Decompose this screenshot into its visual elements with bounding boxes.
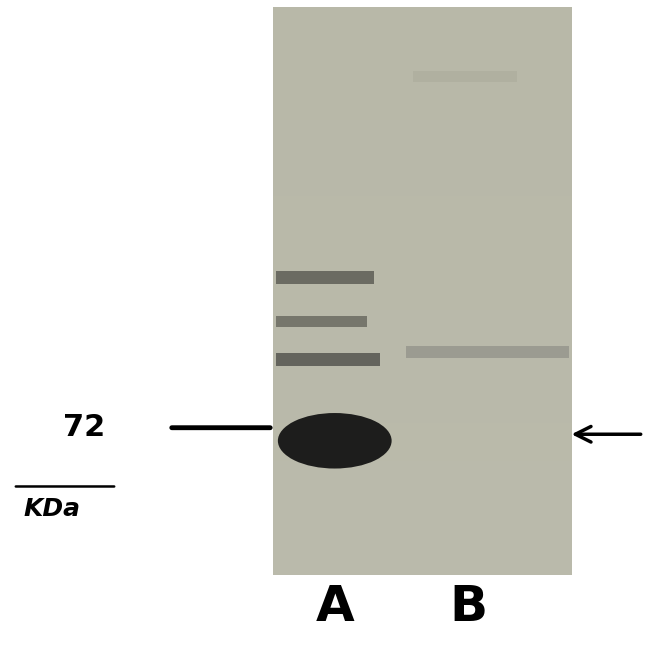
Bar xyxy=(273,82,572,120)
Bar xyxy=(273,44,572,82)
Text: A: A xyxy=(315,583,354,631)
Bar xyxy=(273,7,572,575)
Bar xyxy=(273,499,572,537)
Bar xyxy=(273,234,572,272)
Bar xyxy=(273,347,572,385)
Bar xyxy=(276,271,374,284)
Bar xyxy=(273,310,572,347)
Bar xyxy=(273,196,572,234)
Bar xyxy=(276,316,367,326)
Ellipse shape xyxy=(278,413,391,469)
Bar xyxy=(273,272,572,310)
Bar xyxy=(273,537,572,575)
Bar xyxy=(413,71,517,82)
Bar xyxy=(273,423,572,461)
Text: KDa: KDa xyxy=(23,498,81,521)
Bar xyxy=(276,353,380,366)
Bar xyxy=(273,385,572,423)
Text: B: B xyxy=(449,583,487,631)
Text: 72: 72 xyxy=(64,413,105,442)
Bar xyxy=(273,461,572,499)
Bar xyxy=(273,7,572,44)
Bar xyxy=(406,346,569,358)
Bar xyxy=(273,158,572,196)
Bar xyxy=(273,120,572,158)
